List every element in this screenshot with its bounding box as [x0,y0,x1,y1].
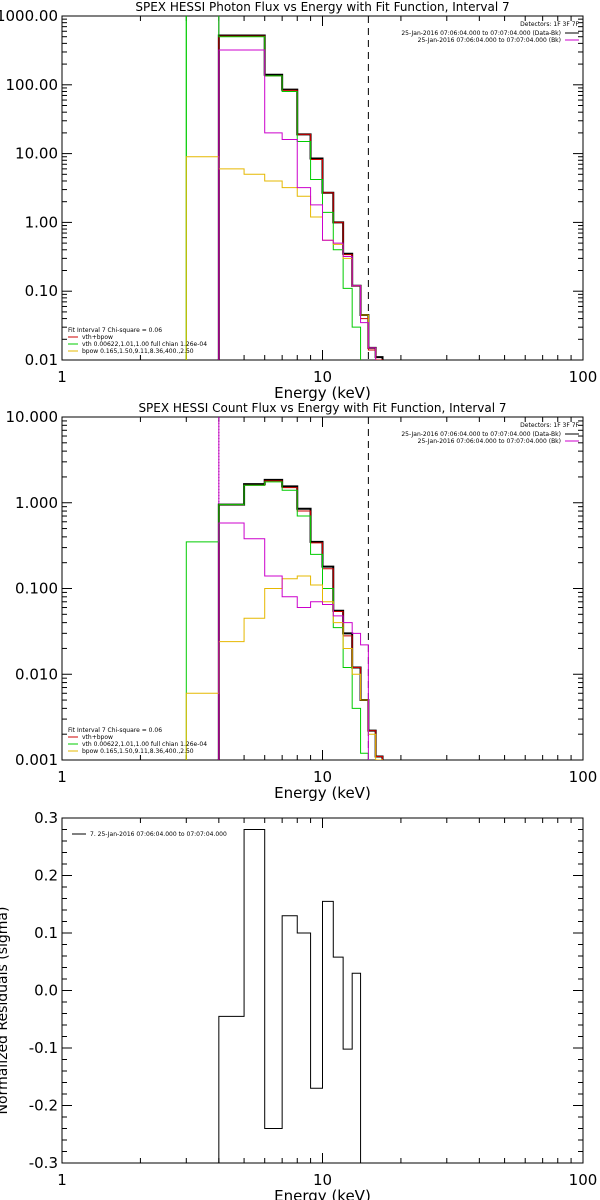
x-tick-label: 10 [313,1171,332,1189]
legend-left-entry: bpow 0.165,1.50,9.11,8.36,400.,2.50 [82,748,194,755]
x-tick-label: 10 [313,368,332,386]
x-axis-label: Energy (keV) [274,1187,371,1200]
series-line-2 [185,481,369,760]
series-line-2 [185,16,362,360]
y-tick-label: 0.2 [34,867,58,885]
x-axis-label: Energy (keV) [274,384,371,402]
legend-left-entry: vth+bpow [82,334,113,341]
x-tick-label: 1 [57,368,67,386]
y-tick-label: 0.010 [15,665,58,683]
y-tick-label: 0.3 [34,809,58,827]
series-line-1 [218,35,384,360]
y-axis-label: Normalized Residuals (sigma) [0,907,11,1115]
x-tick-label: 100 [569,768,598,786]
series-group [185,417,384,760]
y-tick-label: -0.2 [29,1097,58,1115]
y-tick-label: -0.1 [29,1039,58,1057]
series-line-4 [218,522,369,760]
y-tick-label: 0.001 [15,751,58,769]
y-tick-label: 0.01 [25,351,58,369]
chart-title: SPEX HESSI Photon Flux vs Energy with Fi… [135,0,509,14]
y-tick-label: 10.00 [15,145,58,163]
y-tick-label: 100.00 [6,76,59,94]
chart-title: SPEX HESSI Count Flux vs Energy with Fit… [138,401,506,415]
legend-left-entry: vth 0.00622,1.01,1.00 full chian 1.26e-0… [82,741,207,748]
legend-left-entry: bpow 0.165,1.50,9.11,8.36,400.,2.50 [82,348,194,355]
legend-left-header: Fit Interval 7 Chi-square = 0.06 [68,327,162,334]
legend-right-entry: 25-Jan-2016 07:06:04.000 to 07:07:04.000… [401,431,561,438]
legend-left-entry: vth+bpow [82,734,113,741]
x-tick-label: 1 [57,768,67,786]
legend-right-entry: 25-Jan-2016 07:06:04.000 to 07:07:04.000… [418,438,561,445]
legend-left-header: Fit Interval 7 Chi-square = 0.06 [68,727,162,734]
y-tick-label: 1.00 [25,213,58,231]
y-tick-label: 0.10 [25,282,58,300]
series-line-0 [218,829,362,1163]
x-tick-label: 100 [569,368,598,386]
y-tick-label: 1000.00 [0,7,58,25]
x-tick-label: 100 [569,1171,598,1189]
legend-right-entry: 25-Jan-2016 07:06:04.000 to 07:07:04.000… [401,30,561,37]
x-tick-label: 10 [313,768,332,786]
y-tick-label: 0.100 [15,580,58,598]
y-tick-label: 0.1 [34,924,58,942]
series-line-1 [218,480,384,760]
series-group [218,829,362,1163]
y-tick-label: -0.3 [29,1154,58,1172]
y-tick-label: 10.000 [6,408,59,426]
series-line-3 [185,575,384,760]
y-tick-label: 1.000 [15,494,58,512]
y-tick-label: 0.0 [34,982,58,1000]
legend-right-entry: 25-Jan-2016 07:06:04.000 to 07:07:04.000… [418,37,561,44]
series-line-0 [217,478,384,760]
series-group [185,16,384,360]
x-axis-label: Energy (keV) [274,784,371,802]
legend-right-header: Detectors: 1F 3F 7F [520,422,579,429]
legend-left-entry: 7. 25-Jan-2016 07:06:04.000 to 07:07:04.… [90,831,227,838]
legend-left-entry: vth 0.00622,1.01,1.00 full chian 1.26e-0… [82,341,207,348]
legend-right-header: Detectors: 1F 3F 7F [520,21,579,28]
series-line-0 [217,34,384,360]
x-tick-label: 1 [57,1171,67,1189]
series-line-4 [218,49,377,360]
